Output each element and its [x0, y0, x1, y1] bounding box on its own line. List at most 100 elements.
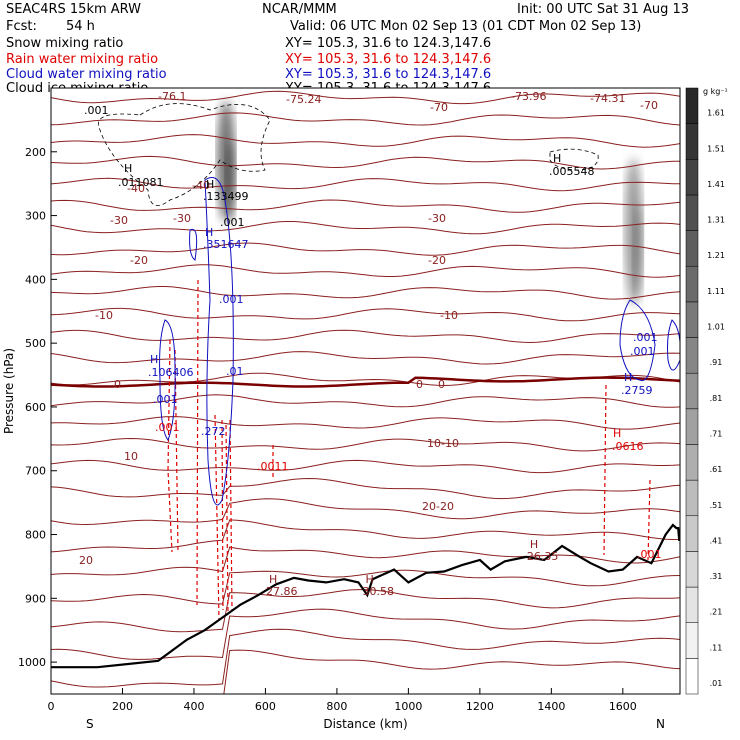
temp-label: -10 — [95, 309, 113, 322]
colorbar-level-label: 1.61 — [707, 109, 725, 118]
cloud-water-contour — [667, 319, 680, 371]
isotherm-line — [51, 329, 680, 344]
rain-contour — [229, 419, 233, 611]
y-tick-label: 500 — [25, 337, 46, 350]
x-tick-label: 800 — [326, 700, 347, 713]
colorbar-level-label: 1.41 — [707, 180, 725, 189]
cloud-water-max-value: .2759 — [621, 384, 653, 397]
y-tick-label: 300 — [25, 210, 46, 223]
isotherm-line — [51, 264, 680, 278]
cloud-water-label: .001 — [633, 331, 658, 344]
colorbar-swatch — [685, 194, 699, 231]
temp-label: 0 — [416, 378, 423, 391]
legend-cloud-water: Cloud water mixing ratio — [6, 67, 167, 82]
cloud-ice-label: .001 — [220, 216, 245, 229]
legend-rain: Rain water mixing ratio — [6, 52, 159, 67]
y-tick-label: 200 — [25, 146, 46, 159]
cloud-water-contour — [189, 228, 198, 261]
rain-max-marker: H — [613, 427, 621, 440]
snow-cell-core — [632, 202, 643, 301]
cloud-water-max-value: .106406 — [148, 366, 194, 379]
rain-max-value: .001 — [637, 548, 662, 561]
colorbar-swatch — [685, 265, 699, 303]
isotherm-line — [51, 286, 680, 300]
isotherm-line — [51, 459, 680, 474]
cloud-ice-contour — [549, 148, 599, 171]
isotherm-line — [51, 351, 680, 365]
colorbar-swatch — [685, 515, 699, 552]
rain-contour — [214, 414, 220, 621]
x-end-label-south: S — [86, 717, 94, 731]
x-axis-label: Distance (km) — [323, 717, 407, 731]
legend-cloud-water-xy: XY= 105.3, 31.6 to 124.3,147.6 — [285, 67, 492, 82]
rain-contour — [647, 479, 651, 561]
colorbar-swatch — [685, 230, 699, 267]
isotherm-line — [51, 608, 680, 660]
rain-contour — [174, 349, 179, 553]
colorbar-level-label: 1.51 — [707, 144, 725, 153]
y-tick-label: 600 — [25, 401, 46, 414]
cloud-ice-label: .001 — [84, 104, 109, 117]
isotherm-line — [51, 221, 680, 235]
temp-label: -40 — [127, 182, 145, 195]
colorbar-swatch — [685, 444, 699, 481]
cloud-water-contour — [159, 319, 176, 441]
rain-label: .001 — [155, 421, 180, 434]
rain-contour — [221, 419, 224, 611]
colorbar-swatch — [685, 87, 699, 124]
cloud-water-max-marker: H — [624, 371, 632, 384]
cloud-ice-max-value: .133499 — [203, 190, 249, 203]
temp-label: 10 — [124, 450, 138, 463]
isotherm-line — [51, 177, 680, 192]
cloud-ice-max-marker: H — [124, 162, 132, 175]
terrain-max-marker: H — [269, 573, 277, 586]
y-tick-label: 700 — [25, 465, 46, 478]
temp-label: -20 — [428, 254, 446, 267]
colorbar-swatch — [685, 586, 699, 623]
valid-time: Valid: 06 UTC Mon 02 Sep 13 (01 CDT Mon … — [290, 19, 642, 34]
rain-max-value: .0616 — [612, 440, 644, 453]
colorbar-swatch — [685, 159, 699, 196]
temp-label: -10 — [440, 309, 458, 322]
isotherm-line — [51, 569, 680, 605]
isotherm-line — [51, 242, 680, 256]
y-tick-label: 800 — [25, 529, 46, 542]
snow-shading — [217, 100, 643, 305]
temp-label: -20 — [130, 254, 148, 267]
temp-label: 20 — [79, 554, 93, 567]
isotherm-line — [51, 394, 680, 408]
colorbar-level-label: .91 — [710, 358, 723, 367]
colorbar-level-label: 1.11 — [707, 287, 725, 296]
legend-rain-xy: XY= 105.3, 31.6 to 124.3,147.6 — [285, 52, 492, 67]
x-tick-label: 200 — [112, 700, 133, 713]
isotherm-line — [51, 134, 680, 148]
isotherm-line — [51, 628, 680, 688]
x-tick-label: 600 — [255, 700, 276, 713]
colorbar-level-label: .31 — [710, 572, 723, 581]
legend-snow-xy: XY= 105.3, 31.6 to 124.3,147.6 — [285, 36, 492, 51]
y-tick-label: 900 — [25, 592, 46, 605]
isotherm-line — [51, 519, 680, 553]
isotherm-line — [223, 649, 680, 694]
colorbar-swatch — [685, 408, 699, 445]
cloud-water-label: .001 — [630, 345, 655, 358]
cloud-water-label: .272 — [201, 425, 226, 438]
colorbar-level-label: .21 — [710, 608, 723, 617]
terrain-max-value: 27.86 — [266, 585, 298, 598]
forecast-label: Fcst: — [6, 19, 37, 34]
isotherm-line — [51, 199, 680, 213]
rain-contour — [196, 279, 199, 606]
temp-label: 20-20 — [422, 500, 454, 513]
colorbar-swatch — [685, 479, 699, 517]
temp-label: 10-10 — [427, 437, 459, 450]
x-tick-label: 1000 — [394, 700, 422, 713]
isotherm-line — [51, 155, 680, 170]
colorbar-swatch — [685, 622, 699, 659]
terrain-max-marker: H — [530, 538, 538, 551]
x-tick-label: 1400 — [537, 700, 565, 713]
cloud-water-max-marker: H — [205, 226, 213, 239]
temp-label: -70 — [430, 101, 448, 114]
x-end-label-north: N — [656, 717, 665, 731]
colorbar-swatch — [685, 551, 699, 588]
isotherm-line — [51, 477, 680, 500]
